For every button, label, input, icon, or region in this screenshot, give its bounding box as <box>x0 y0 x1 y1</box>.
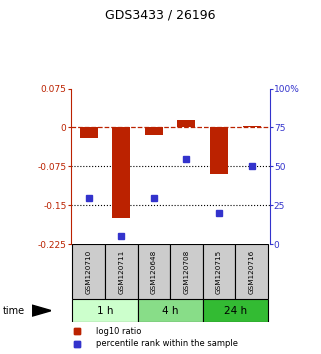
Bar <box>137 244 170 299</box>
Text: log10 ratio: log10 ratio <box>96 327 142 336</box>
Text: GSM120711: GSM120711 <box>118 250 124 294</box>
Polygon shape <box>32 305 51 316</box>
Bar <box>170 244 203 299</box>
Bar <box>203 299 268 322</box>
Bar <box>145 127 163 135</box>
Text: GSM120715: GSM120715 <box>216 250 222 294</box>
Bar <box>235 244 268 299</box>
Text: GSM120648: GSM120648 <box>151 250 157 294</box>
Text: percentile rank within the sample: percentile rank within the sample <box>96 339 238 348</box>
Bar <box>80 127 98 138</box>
Text: GSM120708: GSM120708 <box>183 250 189 294</box>
Text: 4 h: 4 h <box>162 306 178 316</box>
Text: 1 h: 1 h <box>97 306 113 316</box>
Text: 24 h: 24 h <box>224 306 247 316</box>
Bar <box>243 126 261 127</box>
Text: GSM120710: GSM120710 <box>86 250 91 294</box>
Bar <box>137 299 203 322</box>
Bar <box>210 127 228 174</box>
Bar <box>112 127 130 218</box>
Bar <box>178 120 195 127</box>
Bar <box>72 299 137 322</box>
Text: time: time <box>3 306 25 316</box>
Bar <box>203 244 235 299</box>
Text: GSM120716: GSM120716 <box>249 250 255 294</box>
Bar <box>105 244 137 299</box>
Bar <box>72 244 105 299</box>
Text: GDS3433 / 26196: GDS3433 / 26196 <box>105 9 216 22</box>
